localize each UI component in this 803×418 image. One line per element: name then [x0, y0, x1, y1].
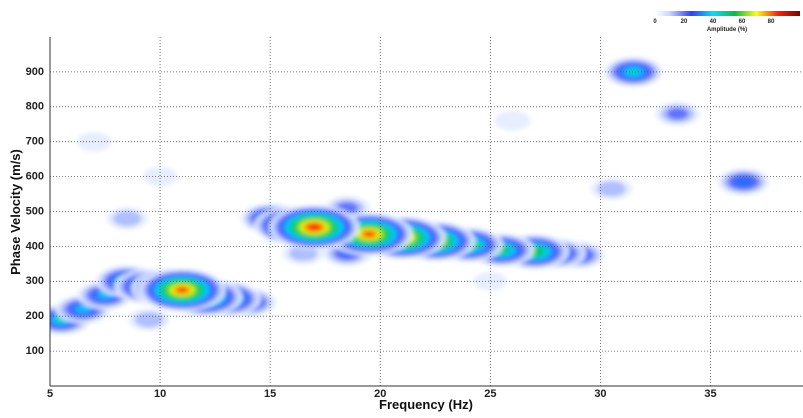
amplitude-peak [604, 57, 664, 87]
contour [135, 312, 164, 327]
y-tick-label: 100 [26, 345, 44, 357]
x-tick-label: 25 [484, 388, 496, 400]
colorbar [655, 11, 800, 16]
plot-area [50, 37, 803, 386]
y-tick-label: 700 [26, 136, 44, 148]
y-tick-label: 500 [26, 205, 44, 217]
x-tick-label: 15 [264, 388, 276, 400]
y-axis-label: Phase Velocity (m/s) [8, 149, 23, 275]
x-tick-label: 20 [374, 388, 386, 400]
y-tick-label: 900 [26, 66, 44, 78]
amplitude-peak [77, 132, 112, 151]
x-tick-label: 5 [47, 388, 53, 400]
contour [364, 232, 374, 237]
contour [597, 181, 626, 196]
amplitude-peak [717, 168, 770, 195]
x-tick-label: 30 [594, 388, 606, 400]
contour [667, 108, 688, 119]
contour [113, 211, 142, 226]
y-tick-label: 600 [26, 171, 44, 183]
contour [494, 111, 530, 131]
colorbar-tick-label: 80 [768, 19, 775, 25]
contour [307, 224, 321, 231]
amplitude-peak [590, 178, 632, 200]
amplitude-peak [128, 308, 170, 330]
y-tick-label: 400 [26, 240, 44, 252]
amplitude-peak [106, 207, 148, 229]
y-tick-label: 200 [26, 310, 44, 322]
x-tick-label: 35 [704, 388, 716, 400]
chart: Frequency (Hz) Phase Velocity (m/s) Ampl… [0, 0, 803, 413]
amplitude-peak [138, 268, 226, 311]
y-tick-label: 800 [26, 101, 44, 113]
contour [733, 176, 754, 187]
y-tick-label: 300 [26, 275, 44, 287]
colorbar-tick-label: 60 [739, 19, 746, 25]
amplitude-peak [655, 102, 701, 126]
x-axis-label: Frequency (Hz) [379, 397, 473, 412]
contour [177, 288, 187, 293]
colorbar-tick-label: 0 [653, 19, 657, 25]
colorbar-tick-label: 40 [710, 19, 717, 25]
amplitude-peak [494, 111, 530, 131]
x-tick-label: 10 [154, 388, 166, 400]
colorbar-tick-label: 20 [681, 19, 688, 25]
colorbar-label: Amplitude (%) [707, 27, 747, 33]
contour [77, 132, 112, 151]
